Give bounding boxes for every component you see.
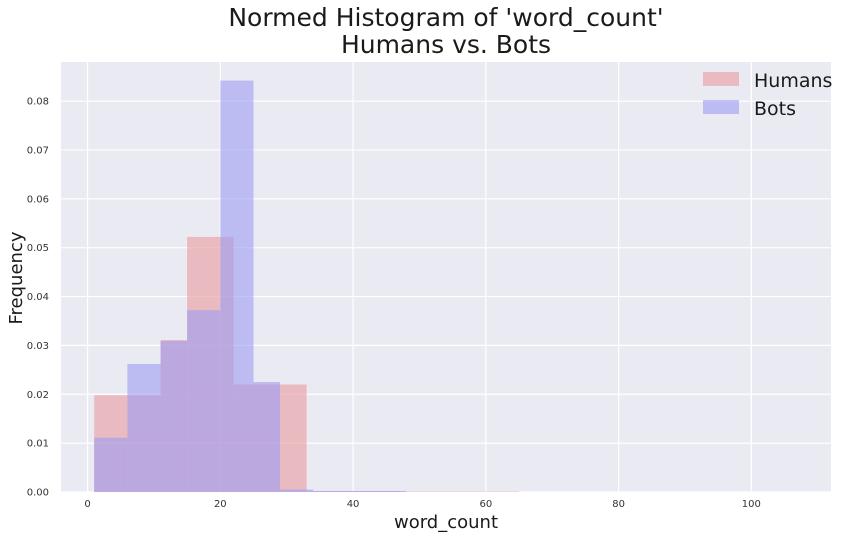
x-tick-label: 20	[214, 499, 227, 510]
y-axis-label: Frequency	[6, 231, 27, 324]
y-tick-label: 0.05	[27, 243, 49, 254]
x-tick-label: 80	[612, 499, 625, 510]
x-tick-label: 40	[347, 499, 360, 510]
bar-bots	[220, 80, 254, 493]
x-tick-labels: 0 20 40 60 80 100	[84, 499, 761, 510]
bar-bots	[313, 491, 407, 492]
y-tick-label: 0.08	[27, 97, 49, 108]
y-tick-label: 0.00	[27, 488, 49, 499]
bar-bots	[253, 382, 281, 492]
bar-humans	[280, 384, 307, 492]
chart-title-line-1: Normed Histogram of 'word_count'	[228, 3, 663, 32]
bar-bots	[94, 437, 128, 492]
legend-swatch-humans	[703, 72, 739, 86]
chart-title-line-2: Humans vs. Bots	[341, 30, 551, 59]
legend-label-bots: Bots	[754, 98, 796, 120]
y-tick-labels: 0.00 0.01 0.02 0.03 0.04 0.05 0.06 0.07 0.08	[27, 97, 49, 499]
legend: Humans Bots	[703, 70, 832, 120]
legend-label-humans: Humans	[754, 70, 832, 92]
y-tick-label: 0.07	[27, 145, 49, 156]
legend-swatch-bots	[703, 100, 739, 114]
x-tick-label: 60	[479, 499, 492, 510]
y-tick-label: 0.02	[27, 390, 49, 401]
x-tick-label: 0	[84, 499, 90, 510]
bar-bots	[280, 489, 314, 492]
y-tick-label: 0.04	[27, 292, 49, 303]
y-tick-label: 0.03	[27, 341, 49, 352]
x-axis-label: word_count	[394, 512, 498, 533]
series-bots-bars	[94, 80, 407, 493]
bar-bots	[127, 363, 161, 492]
y-tick-label: 0.06	[27, 194, 49, 205]
bar-bots	[187, 310, 221, 492]
bar-bots	[160, 341, 188, 492]
x-tick-label: 100	[742, 499, 761, 510]
y-tick-label: 0.01	[27, 439, 49, 450]
